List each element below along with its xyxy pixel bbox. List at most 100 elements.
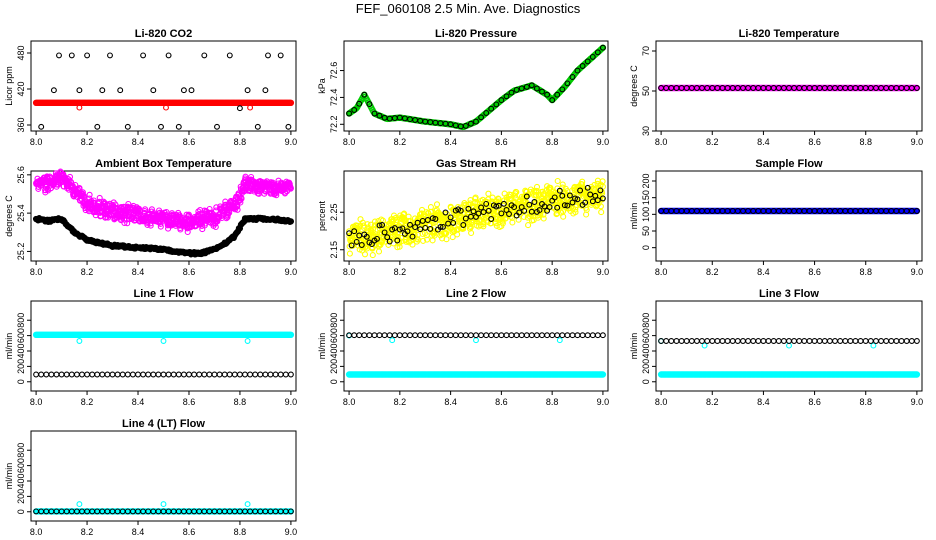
data-point: [503, 332, 510, 339]
data-point: [589, 332, 596, 339]
data-point: [432, 216, 439, 222]
data-point: [796, 338, 803, 344]
data-point: [407, 221, 413, 228]
data-point: [48, 371, 55, 378]
data-point: [530, 217, 537, 224]
data-point: [511, 192, 518, 199]
data-point: [285, 123, 292, 130]
data-point: [587, 191, 594, 198]
data-point: [424, 217, 431, 223]
data-point: [493, 101, 500, 108]
series-yellow: [346, 177, 606, 259]
data-point: [559, 192, 566, 199]
panel-title: Li-820 Temperature: [739, 28, 840, 40]
y-tick-label: 400: [641, 343, 651, 358]
x-tick-label: 8.4: [444, 137, 457, 147]
x-tick-label: 9.0: [285, 397, 298, 407]
data-point: [356, 332, 363, 339]
data-point: [401, 332, 408, 339]
data-point: [267, 371, 274, 378]
data-point-outlier: [160, 338, 167, 344]
data-point: [68, 371, 75, 378]
data-point: [287, 218, 295, 225]
data-point: [465, 205, 472, 212]
x-tick-label: 8.6: [495, 397, 508, 407]
data-point: [391, 225, 398, 232]
data-point: [447, 332, 454, 339]
data-point-outlier: [556, 337, 563, 344]
data-point: [361, 251, 369, 258]
data-point: [409, 233, 416, 240]
data-point: [96, 194, 103, 201]
data-point: [549, 332, 556, 339]
data-point: [201, 371, 208, 378]
panel-title: Li-820 Pressure: [435, 28, 517, 40]
data-point: [539, 88, 545, 95]
data-point: [554, 332, 561, 339]
data-point: [527, 186, 534, 193]
data-point: [673, 338, 680, 344]
plot-frame: [655, 300, 923, 392]
y-tick-label: 200: [329, 359, 339, 374]
data-point: [734, 338, 741, 344]
data-point: [806, 338, 813, 344]
data-point: [384, 234, 391, 241]
y-tick-label: 50: [641, 226, 651, 236]
data-point: [221, 371, 228, 378]
data-point: [104, 371, 111, 378]
data-point: [412, 332, 419, 339]
data-point: [531, 199, 538, 205]
data-point: [539, 332, 545, 339]
x-tick-label: 8.8: [546, 137, 559, 147]
data-point: [837, 338, 844, 344]
data-point: [196, 371, 203, 378]
data-point: [554, 210, 561, 217]
x-tick-label: 8.8: [234, 397, 247, 407]
data-point: [68, 52, 75, 59]
data-point: [211, 371, 218, 378]
data-point: [363, 233, 370, 240]
x-tick-label: 8.8: [546, 267, 559, 277]
data-point: [508, 332, 515, 339]
data-point: [498, 332, 505, 339]
x-tick-label: 9.0: [597, 137, 610, 147]
data-point: [574, 67, 581, 74]
x-tick-label: 8.2: [81, 527, 94, 537]
data-point: [821, 338, 828, 344]
data-point: [114, 371, 121, 378]
data-point: [457, 207, 464, 214]
data-point: [755, 338, 762, 344]
panel-title: Li-820 CO2: [135, 28, 192, 40]
data-point: [53, 371, 60, 378]
data-point: [366, 332, 373, 339]
data-point: [201, 52, 208, 59]
data-point: [76, 184, 83, 192]
data-point: [287, 331, 295, 338]
data-point-outlier: [76, 501, 83, 508]
data-point: [140, 52, 147, 59]
data-point: [770, 338, 777, 344]
data-point: [129, 371, 136, 378]
data-point: [417, 332, 424, 339]
series-cyan: [32, 501, 295, 515]
data-point: [473, 118, 479, 125]
data-point: [214, 123, 220, 130]
data-point: [160, 371, 167, 378]
data-point: [175, 123, 182, 130]
data-point: [579, 332, 586, 339]
data-point: [234, 203, 241, 210]
x-tick-label: 9.0: [597, 267, 610, 277]
data-point: [236, 105, 243, 112]
data-point: [493, 332, 500, 339]
data-point: [180, 87, 187, 94]
data-point: [683, 338, 690, 344]
data-point: [913, 338, 920, 344]
data-point: [540, 211, 547, 218]
data-point: [272, 371, 279, 378]
data-point: [574, 332, 581, 339]
y-tick-label: 0: [641, 245, 651, 250]
data-point-outlier: [701, 342, 708, 349]
data-point: [509, 219, 516, 226]
y-axis-label: ml/min: [317, 333, 327, 360]
data-point: [668, 338, 675, 344]
